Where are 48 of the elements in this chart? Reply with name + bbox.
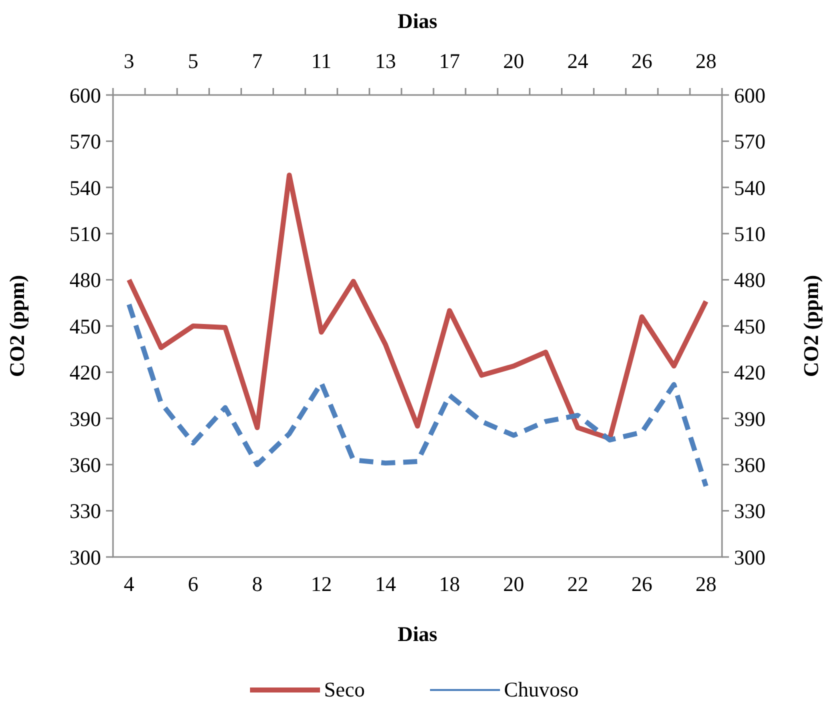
y2-tick-label: 420 bbox=[734, 360, 766, 385]
text: 17 bbox=[439, 49, 460, 73]
y-tick-label: 390 bbox=[70, 406, 101, 431]
y2-tick-label: 330 bbox=[734, 499, 766, 524]
y2-tick-label: 360 bbox=[734, 452, 766, 477]
x-tick-label: 8 bbox=[252, 572, 262, 596]
x-tick-label: 4 bbox=[124, 572, 135, 596]
text: 28 bbox=[695, 49, 716, 73]
x-tick-label: 22 bbox=[567, 572, 588, 596]
legend-label: Seco bbox=[324, 677, 365, 702]
x-tick-label: 20 bbox=[503, 572, 524, 596]
y-tick-label: 360 bbox=[70, 452, 101, 477]
y-tick-label: 420 bbox=[70, 360, 101, 385]
text: 26 bbox=[631, 49, 652, 73]
y2-tick-label: 300 bbox=[734, 545, 766, 570]
y-tick-label: 480 bbox=[70, 268, 101, 292]
x-tick-label: 12 bbox=[310, 572, 332, 596]
y-tick-label: 330 bbox=[70, 499, 101, 524]
y2-tick-label: 450 bbox=[734, 314, 766, 338]
y2-tick-label: 510 bbox=[734, 222, 766, 246]
y2-tick-label: 480 bbox=[734, 268, 766, 292]
text: 13 bbox=[374, 49, 396, 73]
text: 5 bbox=[188, 49, 198, 73]
x-tick-label: 28 bbox=[695, 572, 716, 596]
text: 20 bbox=[503, 49, 524, 73]
y2-tick-label: 570 bbox=[734, 130, 766, 154]
y2-tick-label: 540 bbox=[734, 176, 766, 200]
y-tick-label: 540 bbox=[70, 176, 101, 200]
text: 24 bbox=[567, 49, 589, 73]
y-tick-label: 600 bbox=[70, 83, 101, 108]
y-tick-label: 510 bbox=[70, 222, 101, 246]
y2-tick-label: 390 bbox=[734, 406, 766, 431]
x-tick-label: 6 bbox=[188, 572, 198, 596]
y-tick-label: 570 bbox=[70, 130, 101, 154]
text: 3 bbox=[124, 49, 134, 73]
text: 7 bbox=[252, 49, 262, 73]
x-tick-label: 18 bbox=[439, 572, 460, 596]
x2-axis-title: Dias bbox=[398, 9, 438, 33]
x-tick-label: 26 bbox=[631, 572, 652, 596]
y-axis-title: CO2 (ppm) bbox=[5, 274, 29, 378]
x-tick-label: 14 bbox=[374, 572, 396, 596]
y2-axis-title: CO2 (ppm) bbox=[799, 274, 823, 378]
y-tick-label: 300 bbox=[70, 545, 101, 570]
y2-tick-label: 600 bbox=[734, 83, 766, 108]
y-tick-label: 450 bbox=[70, 314, 101, 338]
x-axis-title: Dias bbox=[398, 622, 438, 646]
legend-label: Chuvoso bbox=[504, 677, 579, 702]
text: 11 bbox=[311, 49, 332, 73]
